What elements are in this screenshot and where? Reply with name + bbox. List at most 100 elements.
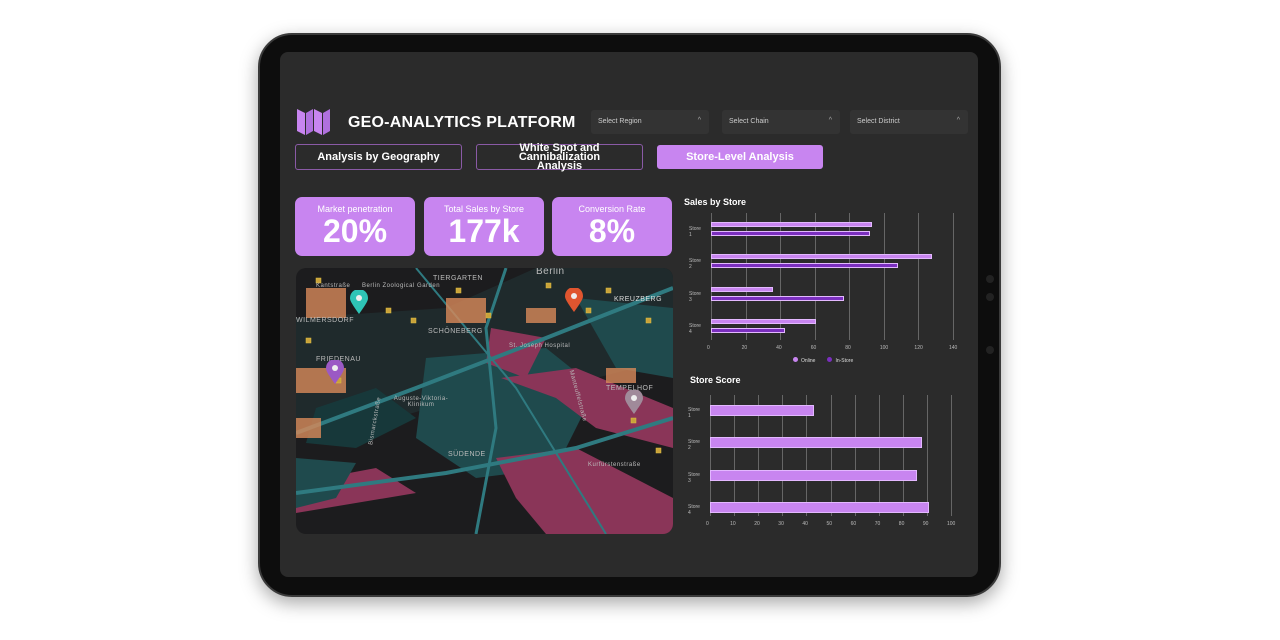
x-tick-label: 80 bbox=[898, 521, 905, 527]
kpi-market-penetration: Market penetration 20% bbox=[295, 197, 415, 256]
x-tick-label: 140 bbox=[949, 345, 958, 351]
map-label: Kurfürstenstraße bbox=[588, 462, 641, 468]
grid-line bbox=[849, 213, 851, 340]
region-select[interactable]: Select Region ^ bbox=[591, 110, 709, 134]
map-label: Kantstraße bbox=[316, 283, 351, 289]
district-select[interactable]: Select District ^ bbox=[850, 110, 968, 134]
bar-online-4 bbox=[711, 319, 817, 324]
sales-chart-title: Sales by Store bbox=[684, 197, 747, 207]
bar-in-store-2 bbox=[711, 263, 898, 268]
map-label: WILMERSDORF bbox=[296, 317, 354, 324]
map-label: TIERGARTEN bbox=[433, 275, 483, 282]
x-tick-label: 10 bbox=[730, 521, 736, 527]
grid-line bbox=[854, 395, 856, 516]
bar-score-1 bbox=[710, 404, 814, 416]
bar-score-3 bbox=[710, 469, 918, 481]
grid-line bbox=[710, 395, 711, 516]
legend-swatch bbox=[827, 357, 833, 362]
x-tick-label: 20 bbox=[754, 521, 760, 527]
y-tick-label: Store 4 bbox=[688, 504, 700, 516]
kpi-value: 20% bbox=[322, 213, 388, 249]
legend-instore: In-Store bbox=[827, 357, 853, 364]
x-tick-label: 70 bbox=[874, 521, 881, 527]
x-tick-label: 40 bbox=[802, 521, 808, 527]
grid-line bbox=[951, 395, 952, 516]
map-pin-icon[interactable] bbox=[625, 390, 643, 414]
kpi-total-sales: Total Sales by Store 177k bbox=[424, 197, 544, 256]
map-label: Berlin Zoological Garden bbox=[362, 283, 441, 289]
grid-line bbox=[926, 395, 928, 516]
kpi-label: Total Sales by Store bbox=[443, 204, 525, 214]
legend-swatch bbox=[793, 357, 798, 362]
chevron-up-icon: ^ bbox=[697, 117, 701, 124]
x-tick-label: 0 bbox=[707, 345, 710, 351]
x-tick-label: 40 bbox=[776, 345, 782, 351]
region-select-label: Select Region bbox=[598, 118, 642, 125]
x-tick-label: 50 bbox=[826, 521, 833, 527]
y-tick-label: Store 2 bbox=[689, 258, 701, 270]
bar-online-2 bbox=[711, 254, 933, 259]
legend-label: Online bbox=[801, 358, 816, 364]
kpi-value: 8% bbox=[588, 213, 636, 249]
map-pin-icon[interactable] bbox=[565, 288, 583, 312]
tab-analysis-by-geography[interactable]: Analysis by Geography bbox=[295, 144, 462, 170]
map-base bbox=[296, 268, 673, 534]
bar-in-store-3 bbox=[711, 296, 845, 301]
grid-line bbox=[782, 395, 784, 516]
store-map[interactable]: Berlin TIERGARTEN KREUZBERG Kantstraße B… bbox=[296, 268, 673, 534]
bar-online-3 bbox=[711, 287, 774, 292]
grid-line bbox=[814, 213, 816, 340]
x-tick-label: 60 bbox=[850, 521, 857, 527]
tablet-button bbox=[986, 346, 994, 354]
kpi-value: 177k bbox=[448, 213, 520, 249]
grid-line bbox=[806, 395, 808, 516]
grid-line bbox=[745, 213, 747, 340]
legend-online: Online bbox=[793, 357, 815, 364]
x-tick-label: 100 bbox=[879, 345, 889, 351]
chain-select-label: Select Chain bbox=[729, 118, 769, 125]
tab-white-spot-analysis[interactable]: White Spot and Cannibalization Analysis bbox=[476, 142, 643, 171]
kpi-label: Conversion Rate bbox=[578, 204, 646, 214]
map-label: SCHÖNEBERG bbox=[428, 328, 483, 335]
legend-label: In-Store bbox=[835, 358, 854, 364]
map-label: FRIEDENAU bbox=[316, 356, 361, 363]
bar-score-4 bbox=[710, 501, 930, 513]
bar-score-2 bbox=[710, 436, 923, 448]
chain-select[interactable]: Select Chain ^ bbox=[722, 110, 840, 134]
map-fold-icon bbox=[297, 109, 330, 135]
y-tick-label: Store 4 bbox=[689, 323, 701, 335]
score-chart-title: Store Score bbox=[690, 375, 741, 385]
grid-line bbox=[758, 395, 760, 516]
app-title: GEO-ANALYTICS PLATFORM bbox=[348, 114, 576, 131]
x-tick-label: 80 bbox=[845, 345, 851, 351]
map-pin-icon[interactable] bbox=[350, 290, 368, 314]
y-tick-label: Store 3 bbox=[689, 291, 701, 303]
x-tick-label: 0 bbox=[706, 521, 709, 527]
grid-line bbox=[953, 213, 954, 340]
x-tick-label: 100 bbox=[947, 521, 956, 527]
x-tick-label: 60 bbox=[810, 345, 817, 351]
bar-in-store-1 bbox=[711, 231, 871, 236]
grid-line bbox=[878, 395, 880, 516]
map-label: Auguste-Viktoria-Klinikum bbox=[393, 396, 449, 408]
chevron-up-icon: ^ bbox=[828, 117, 832, 124]
x-tick-label: 20 bbox=[741, 345, 748, 351]
grid-line bbox=[883, 213, 885, 340]
y-tick-label: Store 2 bbox=[688, 439, 700, 451]
tab-store-level-analysis[interactable]: Store-Level Analysis bbox=[657, 145, 823, 169]
map-label: St. Joseph Hospital bbox=[509, 343, 571, 349]
x-tick-label: 90 bbox=[922, 521, 929, 527]
kpi-label: Market penetration bbox=[317, 204, 393, 214]
tablet-button bbox=[986, 275, 994, 283]
map-label: KREUZBERG bbox=[614, 296, 663, 303]
kpi-conversion-rate: Conversion Rate 8% bbox=[552, 197, 672, 256]
x-tick-label: 30 bbox=[778, 521, 784, 527]
grid-line bbox=[711, 213, 712, 340]
x-tick-label: 120 bbox=[914, 345, 923, 351]
grid-line bbox=[902, 395, 904, 516]
map-pin-icon[interactable] bbox=[326, 360, 344, 384]
grid-line bbox=[830, 395, 832, 516]
bar-online-1 bbox=[711, 222, 872, 227]
y-tick-label: Store 1 bbox=[688, 407, 700, 419]
grid-line bbox=[780, 213, 782, 340]
